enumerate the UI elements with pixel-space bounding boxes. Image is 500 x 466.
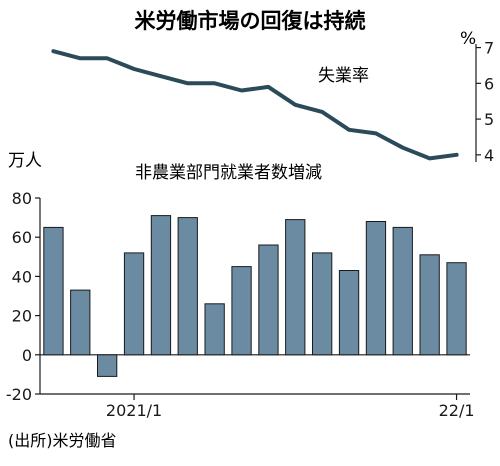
unemployment-line <box>51 49 459 161</box>
bar <box>123 252 145 356</box>
bar-chart: -20 0 20 40 60 80 2021/1 22/1 <box>6 189 475 420</box>
bar-y-tick-label: -20 <box>6 385 32 404</box>
source-note: (出所)米労働省 <box>8 431 117 450</box>
bar <box>285 219 306 356</box>
bar <box>97 354 118 377</box>
bar-x-tick-label: 2021/1 <box>106 401 162 420</box>
bar-series-label: 非農業部門就業者数増減 <box>135 163 322 183</box>
bar-y-tick-label: 40 <box>12 267 32 286</box>
bar-y-tick-label: 20 <box>12 307 32 326</box>
bar-x-tick-label: 22/1 <box>439 401 475 420</box>
bar-y-tick-label: 80 <box>12 189 32 208</box>
bar-y-tick-label: 60 <box>12 228 32 247</box>
line-y-tick-label: 5 <box>484 110 494 129</box>
bar <box>231 266 252 356</box>
bar <box>312 252 333 356</box>
line-unit-label: % <box>460 29 476 49</box>
line-y-tick-label: 7 <box>484 39 494 58</box>
line-y-tick-label: 6 <box>484 74 494 93</box>
bar <box>177 217 198 356</box>
bar <box>70 289 91 356</box>
bar <box>204 303 225 356</box>
line-y-tick-label: 4 <box>484 146 494 165</box>
bar <box>150 215 172 356</box>
bar <box>338 270 360 356</box>
bar <box>419 254 440 356</box>
line-series-label: 失業率 <box>318 66 369 86</box>
bar <box>258 244 279 356</box>
bar-y-tick-label: 0 <box>22 346 32 365</box>
bar <box>446 262 467 356</box>
chart-title: 米労働市場の回復は持続 <box>135 9 366 33</box>
bar-unit-label: 万人 <box>8 151 42 171</box>
bar <box>43 226 64 356</box>
line-chart: 4 5 6 7 <box>51 39 494 165</box>
bar <box>365 221 387 356</box>
bar <box>392 226 413 356</box>
